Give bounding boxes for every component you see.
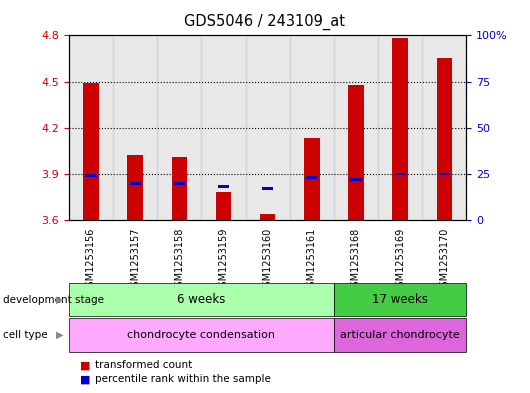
Bar	[334, 35, 378, 220]
Bar	[172, 157, 187, 220]
Text: 6 weeks: 6 weeks	[177, 293, 226, 306]
Bar	[304, 138, 320, 220]
Text: articular chondrocyte: articular chondrocyte	[340, 330, 460, 340]
Bar	[218, 185, 229, 188]
Text: GDS5046 / 243109_at: GDS5046 / 243109_at	[184, 14, 346, 30]
Bar	[395, 173, 405, 175]
Bar	[174, 182, 185, 185]
Bar	[290, 35, 334, 220]
Bar	[216, 193, 231, 220]
Bar	[350, 178, 361, 181]
Bar	[392, 39, 408, 220]
Text: cell type: cell type	[3, 330, 47, 340]
Text: development stage: development stage	[3, 295, 104, 305]
Text: percentile rank within the sample: percentile rank within the sample	[95, 374, 271, 384]
Bar	[260, 214, 276, 220]
Text: ■: ■	[80, 360, 90, 371]
Bar	[113, 35, 157, 220]
Bar	[245, 35, 290, 220]
Bar	[262, 187, 273, 190]
Text: chondrocyte condensation: chondrocyte condensation	[127, 330, 276, 340]
Bar	[437, 59, 452, 220]
Bar	[157, 35, 201, 220]
Bar	[83, 83, 99, 220]
Bar	[69, 35, 113, 220]
Text: 17 weeks: 17 weeks	[372, 293, 428, 306]
Bar	[127, 156, 143, 220]
Bar	[306, 176, 317, 179]
Bar	[201, 35, 245, 220]
Bar	[378, 35, 422, 220]
Bar	[348, 84, 364, 220]
Bar	[85, 174, 96, 177]
Text: ■: ■	[80, 374, 90, 384]
Bar	[130, 182, 140, 185]
Bar	[422, 35, 466, 220]
Bar	[439, 173, 450, 175]
Text: ▶: ▶	[56, 295, 64, 305]
Text: ▶: ▶	[56, 330, 64, 340]
Text: transformed count: transformed count	[95, 360, 192, 371]
